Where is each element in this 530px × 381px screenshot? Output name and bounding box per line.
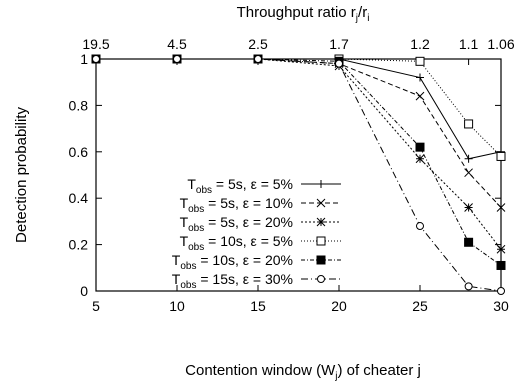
data-point <box>464 237 474 247</box>
top-tick-label: 1.2 <box>410 36 430 52</box>
x-tick-label: 20 <box>331 298 347 314</box>
legend-label: Tobs = 10s, ε = 20% <box>172 252 293 272</box>
data-point <box>415 91 425 101</box>
legend-label: Tobs = 5s, ε = 20% <box>180 214 293 234</box>
legend-entry: Tobs = 15s, ε = 30% <box>172 271 341 291</box>
axis-titles: Contention window (Wj) of cheater j Dete… <box>13 4 421 381</box>
data-point <box>92 55 100 63</box>
x-tick-label: 5 <box>92 298 100 314</box>
legend-entry: Tobs = 5s, ε = 10% <box>180 195 341 215</box>
series-line <box>96 58 502 157</box>
legend-entry: Tobs = 10s, ε = 20% <box>172 252 341 272</box>
data-point <box>464 168 473 178</box>
top-tick-label: 1.1 <box>459 36 479 52</box>
top-tick-label: 2.5 <box>248 36 268 52</box>
y-tick-label: 0 <box>80 283 88 299</box>
legend-marker <box>316 236 326 246</box>
x-tick-label: 25 <box>412 298 428 314</box>
data-point <box>415 154 425 164</box>
data-point <box>415 56 425 66</box>
data-point <box>415 142 425 152</box>
series-2 <box>91 54 506 212</box>
data-point <box>254 55 262 63</box>
top-tick-label: 4.5 <box>167 36 187 52</box>
legend-label: Tobs = 5s, ε = 5% <box>187 176 293 196</box>
x-tick-label: 30 <box>493 298 509 314</box>
legend-entry: Tobs = 5s, ε = 5% <box>187 176 341 196</box>
series-line <box>96 58 502 266</box>
legend-marker <box>317 180 325 188</box>
legend-entry: Tobs = 5s, ε = 20% <box>180 214 341 234</box>
legend-label: Tobs = 5s, ε = 10% <box>180 195 293 215</box>
series-layer <box>91 54 506 295</box>
series-3 <box>91 54 506 254</box>
y-tick-label: 0.4 <box>69 190 89 206</box>
data-point <box>496 244 506 254</box>
y-tick-label: 0.2 <box>69 237 89 253</box>
data-point <box>335 59 343 68</box>
legend-marker <box>316 255 326 265</box>
legend: Tobs = 5s, ε = 5%Tobs = 5s, ε = 10%Tobs … <box>172 176 341 291</box>
data-point <box>497 287 505 295</box>
series-line <box>96 58 502 292</box>
series-6 <box>92 55 505 295</box>
y-tick-label: 1 <box>80 51 88 67</box>
legend-label: Tobs = 15s, ε = 30% <box>172 271 293 291</box>
data-point <box>173 55 181 63</box>
legend-label: Tobs = 10s, ε = 5% <box>180 233 293 253</box>
legend-marker <box>317 275 325 283</box>
x-tick-label: 10 <box>169 298 185 314</box>
series-4 <box>91 54 506 161</box>
legend-marker <box>316 217 326 227</box>
axes: 5 10 15 20 25 30 0 0.2 0.4 0.6 0.8 119.5 4.5 2.5 1.7 1.… <box>69 36 515 314</box>
x-axis-title: Contention window (Wj) of cheater j <box>185 362 421 381</box>
y-tick-label: 0.6 <box>69 144 89 160</box>
data-point <box>464 154 473 163</box>
top-axis-title: Throughput ratio rj/ri <box>237 4 370 24</box>
series-5 <box>91 54 506 270</box>
plot-frame <box>95 58 502 292</box>
top-tick-label: 1.7 <box>329 36 349 52</box>
series-line <box>96 58 502 208</box>
data-point <box>416 222 424 231</box>
data-point <box>496 203 506 212</box>
data-point <box>416 73 424 82</box>
series-line <box>96 58 502 160</box>
data-point <box>496 151 506 161</box>
x-tick-label: 15 <box>250 298 266 314</box>
data-point <box>464 119 474 129</box>
top-tick-label: 19.5 <box>82 36 109 52</box>
y-tick-label: 0.8 <box>69 97 89 113</box>
y-axis-title: Detection probability <box>13 107 30 243</box>
top-tick-label: 1.06 <box>487 36 514 52</box>
data-point <box>464 203 473 212</box>
data-point <box>496 260 506 270</box>
legend-marker <box>316 198 326 208</box>
series-1 <box>92 55 505 163</box>
legend-entry: Tobs = 10s, ε = 5% <box>180 233 341 253</box>
data-point <box>464 282 473 291</box>
